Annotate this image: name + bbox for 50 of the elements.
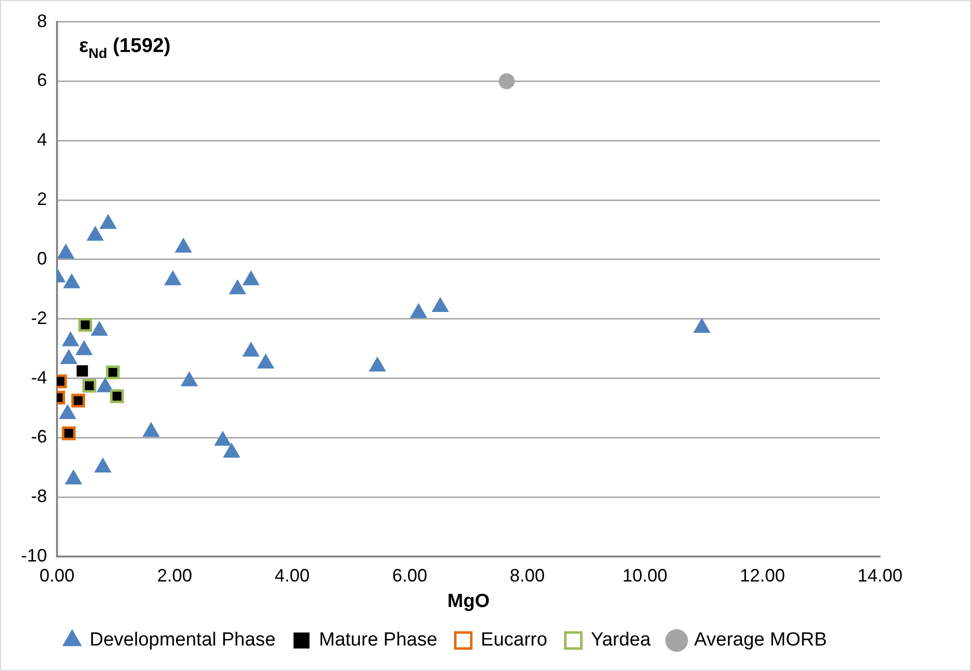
point [96, 377, 114, 392]
y-tick-label: 6 [37, 70, 48, 90]
x-tick-label: 14.00 [857, 565, 903, 586]
point [174, 238, 192, 253]
point [242, 342, 260, 357]
y-tick-label: -8 [31, 486, 48, 506]
point [90, 320, 108, 336]
y-tick-label: 0 [37, 248, 48, 268]
point [228, 279, 246, 294]
point [57, 244, 74, 259]
legend-label: Eucarro [480, 630, 548, 651]
point [86, 226, 104, 241]
y-tick-label: 2 [37, 189, 48, 210]
y-tick-label: -2 [31, 308, 48, 328]
point [164, 270, 182, 286]
point [368, 356, 386, 372]
x-tick-label: 6.00 [392, 565, 428, 586]
point [75, 340, 93, 356]
point [410, 302, 428, 318]
x-tick-label: 4.00 [274, 565, 310, 586]
legend-label: Yardea [590, 630, 652, 651]
point [60, 349, 78, 364]
point [62, 331, 80, 346]
y-tick-label: -6 [31, 426, 48, 447]
point [94, 457, 112, 472]
point [64, 469, 82, 484]
y-tick-label: 8 [37, 10, 48, 31]
point [142, 422, 160, 437]
point [222, 442, 240, 458]
x-tick-label: 10.00 [622, 565, 668, 586]
point [693, 318, 711, 333]
point [242, 270, 260, 286]
y-tick-label: -4 [31, 367, 48, 388]
point [214, 430, 232, 446]
x-tick-label: 0.00 [39, 565, 75, 586]
y-tick-label: 4 [37, 130, 48, 150]
point [58, 404, 76, 419]
point [180, 371, 198, 386]
point [63, 273, 80, 288]
x-tick-label: 12.00 [740, 565, 785, 586]
x-tick-label: 2.00 [157, 565, 192, 586]
y-tick-label: -10 [21, 546, 48, 566]
x-tick-label: 8.00 [510, 565, 545, 586]
x-axis-title: MgO [447, 590, 490, 612]
point [100, 214, 117, 229]
legend-label: Developmental Phase [90, 630, 276, 651]
point [257, 353, 274, 368]
legend-label: Mature Phase [319, 630, 438, 651]
legend-label: Average MORB [694, 630, 827, 651]
point [432, 297, 449, 312]
